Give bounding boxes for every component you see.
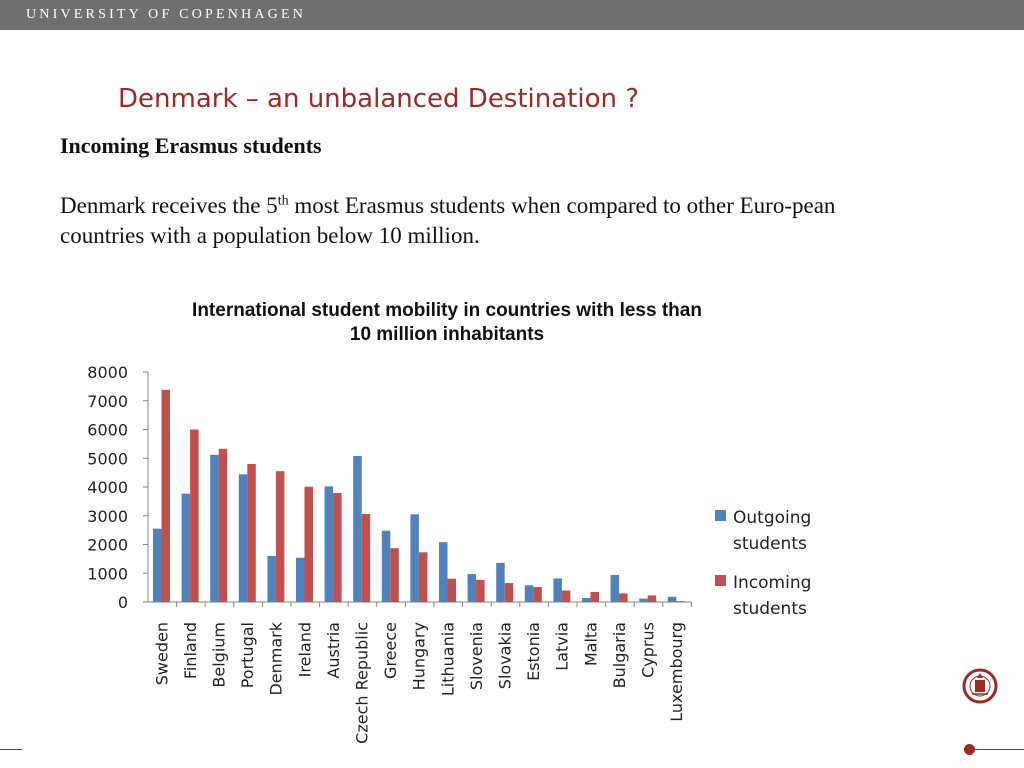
header-bar: UNIVERSITY OF COPENHAGEN [0, 0, 1024, 30]
bar-outgoing [181, 493, 191, 602]
university-seal-icon [962, 668, 998, 704]
legend-swatch-incoming [715, 575, 726, 586]
x-tick-label: Austria [324, 622, 343, 679]
y-tick-label: 5000 [87, 449, 128, 468]
x-tick-label: Bulgaria [610, 622, 629, 688]
bar-incoming [676, 601, 685, 602]
bar-incoming [476, 579, 485, 602]
bar-outgoing [439, 542, 448, 602]
y-tick-label: 1000 [87, 564, 128, 583]
bar-incoming [275, 471, 285, 602]
bar-outgoing [639, 598, 648, 602]
x-tick-label: Lithuania [438, 622, 457, 696]
footer-dot [964, 744, 975, 755]
bar-outgoing [582, 597, 591, 602]
bar-outgoing [267, 556, 276, 602]
x-tick-label: Hungary [410, 622, 429, 690]
bar-outgoing [153, 528, 162, 602]
y-tick-label: 6000 [87, 421, 128, 440]
bar-outgoing [381, 530, 391, 602]
bar-incoming [447, 578, 456, 602]
footer-line-right [975, 749, 1024, 750]
x-tick-label: Luxembourg [667, 622, 686, 722]
bar-outgoing [524, 585, 534, 602]
legend-label-incoming-line-1: Incoming [733, 573, 812, 593]
x-tick-label: Denmark [267, 621, 286, 695]
bar-outgoing [667, 596, 677, 602]
x-tick-label: Portugal [238, 622, 257, 688]
bar-outgoing [553, 578, 562, 602]
chart-title-line-2: 10 million inhabitants [350, 324, 544, 345]
bar-incoming [418, 552, 428, 602]
y-tick-label: 0 [118, 593, 128, 612]
x-tick-label: Slovakia [496, 622, 515, 689]
bar-outgoing [353, 455, 362, 602]
legend-label-outgoing-line-2: students [733, 534, 807, 554]
x-tick-label: Latvia [553, 622, 572, 671]
x-tick-label: Malta [581, 622, 600, 666]
legend-swatch-outgoing [715, 510, 726, 521]
x-tick-label: Estonia [524, 622, 543, 681]
footer-line-left [0, 749, 22, 750]
body-paragraph: Denmark receives the 5th most Erasmus st… [60, 191, 900, 251]
bar-outgoing [210, 454, 219, 602]
y-tick-label: 8000 [87, 363, 128, 382]
x-tick-label: Slovenia [467, 622, 486, 690]
legend-label-incoming-line-2: students [733, 599, 807, 619]
x-tick-label: Ireland [295, 622, 314, 677]
bar-outgoing [610, 574, 620, 602]
body-text-start: Denmark receives the 5 [60, 193, 278, 218]
body-text-end: most Erasmus students when compared to o… [60, 193, 836, 248]
bar-incoming [533, 587, 542, 602]
y-tick-label: 2000 [87, 536, 128, 555]
bar-incoming [504, 583, 514, 602]
subheading: Incoming Erasmus students [60, 133, 322, 158]
bar-incoming [218, 448, 228, 602]
y-tick-label: 3000 [87, 507, 128, 526]
bar-incoming [304, 486, 313, 602]
legend-label-outgoing: Outgoing students [733, 505, 833, 557]
bar-incoming [390, 548, 399, 602]
bar-incoming [590, 591, 599, 602]
bar-incoming [333, 493, 342, 602]
bar-outgoing [238, 474, 248, 602]
bar-outgoing [324, 486, 334, 602]
chart-title-line-1: International student mobility in countr… [192, 300, 702, 321]
x-axis-labels: Sweden Finland Belgium Portugal Denmark Irela… [152, 621, 686, 744]
chart-title: International student mobility in countr… [192, 300, 702, 345]
x-tick-label: Sweden [152, 622, 171, 685]
y-axis: 0 1000 2000 3000 4000 5000 6000 7000 8000 [87, 363, 692, 612]
bar-incoming [190, 429, 199, 602]
x-tick-label: Belgium [210, 622, 229, 688]
x-tick-label: Czech Republic [353, 622, 372, 744]
legend-label-outgoing-line-1: Outgoing [733, 508, 812, 528]
bar-incoming [247, 464, 256, 602]
bar-incoming [647, 595, 657, 602]
x-tick-label: Finland [181, 622, 200, 679]
bar-outgoing [296, 557, 305, 602]
slide-title: Denmark – an unbalanced Destination ? [118, 84, 640, 114]
x-tick-label: Cyprus [639, 622, 658, 678]
bar-incoming [161, 389, 170, 602]
bar-incoming [361, 514, 371, 602]
bar-outgoing [467, 574, 477, 602]
bar-outgoing [496, 562, 505, 602]
body-text-superscript: th [277, 193, 289, 209]
bar-outgoing [410, 514, 419, 602]
x-tick-label: Greece [381, 622, 400, 679]
chart-bars [153, 389, 692, 607]
legend-label-incoming: Incoming students [733, 570, 833, 622]
y-tick-label: 4000 [87, 478, 128, 497]
y-tick-label: 7000 [87, 392, 128, 411]
bar-incoming [619, 593, 628, 602]
bar-incoming [561, 590, 571, 602]
university-name: UNIVERSITY OF COPENHAGEN [26, 7, 307, 22]
